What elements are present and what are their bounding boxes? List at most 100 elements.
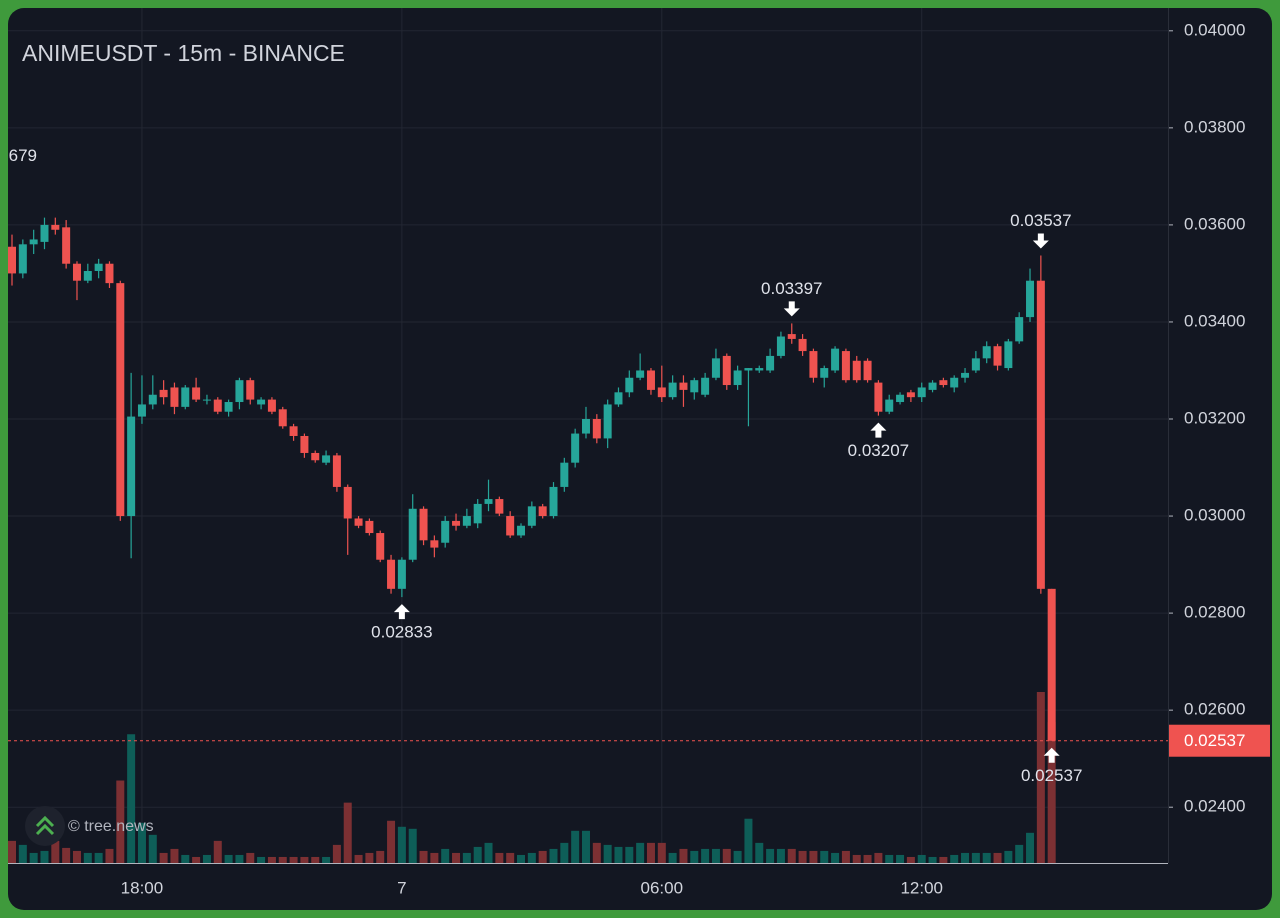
volume-bar [322,856,331,863]
volume-bar [971,852,980,863]
chart-title: ANIMEUSDT - 15m - BINANCE [22,40,345,66]
annotation-layer: 0.03679 0.03537 0.03397 0.02833 0.03207 0.025… [0,146,1082,785]
volume-bar [787,848,796,863]
candle-body [939,380,948,386]
y-tick-label: 0.03800 [1184,117,1245,136]
volume-bar [408,828,417,863]
volume-bar [397,826,406,863]
candle-body [170,387,179,407]
candle-body [581,419,590,434]
watermark-icon [35,815,55,836]
volume-bar [51,840,60,863]
candle-body [29,239,38,245]
volume-bar [1047,722,1056,863]
volume-bar [874,852,883,863]
volume-bar [137,822,146,863]
annotation-arrow [393,604,410,620]
volume-bar [235,854,244,863]
candle-body [809,351,818,378]
candle-body [224,402,233,412]
volume-bar [549,848,558,863]
volume-bar [72,850,81,863]
candle-body [62,227,71,264]
candle-body [798,338,807,352]
volume-bar [625,846,634,863]
volume-bar [441,848,450,863]
volume-bar [8,840,16,863]
candle-body [690,380,699,393]
volume-bar [495,852,504,863]
candle-body [961,372,970,378]
annotation-label: 0.03397 [761,279,822,298]
volume-bar [982,852,991,863]
volume-bar [776,848,785,863]
volume-bar [376,850,385,863]
volume-bar [148,834,157,863]
volume-bar [1004,850,1013,863]
candle-body [159,389,168,398]
x-tick-label: 18:00 [121,878,164,897]
annotation-label: 0.02833 [371,623,432,642]
volume-bar [722,848,731,863]
annotation-label: 0.03207 [848,441,909,460]
annotation-arrow [783,301,800,317]
volume-bar [300,856,309,863]
candle-body [72,263,81,281]
candle-body [906,392,915,398]
volume-bar [560,842,569,863]
candle-body [192,387,201,400]
volume-bar [755,842,764,863]
candle-body [1004,341,1013,369]
axes: 0.02400 0.02600 0.02800 0.03000 0.03200 0.034… [8,20,1270,897]
annotation-arrow [870,422,887,438]
y-tick-label: 0.04000 [1184,20,1245,39]
volume-bar [484,842,493,863]
volume-bar [636,842,645,863]
volume-bar [311,856,320,863]
volume-bar [1015,844,1024,863]
candle-body [625,377,634,393]
annotation-label: 0.03679 [0,146,37,165]
volume-bar [885,854,894,863]
candle-body [51,224,60,230]
volume-bar [387,820,396,863]
volume-bar [571,830,580,863]
volume-bar [257,856,266,863]
candle-body [982,346,991,359]
candle-body [917,387,926,398]
panel [8,8,1272,910]
candle-body [701,377,710,395]
x-tick-label: 12:00 [900,878,943,897]
volume-bar [733,850,742,863]
annotation-label: 0.02537 [1021,766,1082,785]
candle-body [300,435,309,453]
annotation-label: 0.03537 [1010,211,1071,230]
candle-body [646,370,655,390]
grid [8,8,1168,863]
candle-body [452,520,461,526]
volume-bar [896,854,905,863]
volume-bar [419,850,428,863]
candle-body [311,452,320,461]
candle-body [430,540,439,548]
candle-body [928,382,937,390]
watermark: © tree.news [25,806,154,846]
volume-bar [906,856,915,863]
candle-body [83,271,92,281]
volume-bar [116,780,125,863]
y-tick-label: 0.02800 [1184,603,1245,622]
y-tick-label: 0.02600 [1184,700,1245,719]
candle-body [852,360,861,381]
volume-bar [690,850,699,863]
volume-bar [831,852,840,863]
volume-bar [592,842,601,863]
candle-body [614,392,623,405]
volume-bar [462,852,471,863]
candle-body [527,506,536,526]
volume-bar [224,854,233,863]
volume-bar [452,852,461,863]
volume-bar [852,854,861,863]
candle-body [744,368,753,371]
candle-body [289,426,298,436]
